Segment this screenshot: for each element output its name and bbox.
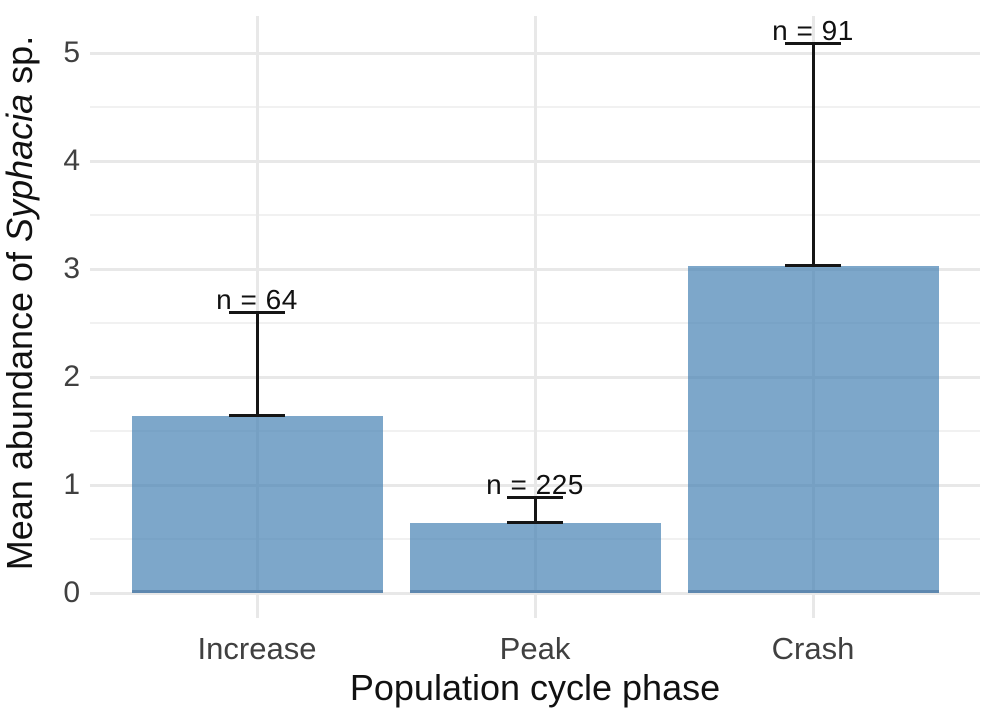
error-bar-cap-top <box>229 311 285 315</box>
y-tick-label: 5 <box>63 36 80 69</box>
bar-increase <box>131 415 383 593</box>
error-bar-stem <box>533 496 537 523</box>
error-bar-cap-bottom <box>507 520 563 524</box>
error-bar-stem <box>255 312 259 416</box>
error-bar-cap-bottom <box>785 263 841 267</box>
y-tick-label: 3 <box>63 252 80 285</box>
gridline-vertical <box>256 16 259 593</box>
gridline-major <box>90 592 980 595</box>
x-tick-label-crash: Crash <box>771 631 855 666</box>
y-tick-label: 4 <box>63 144 80 177</box>
x-tick-label-increase: Increase <box>197 631 317 666</box>
error-bar-cap-top <box>785 42 841 46</box>
error-bar-cap-top <box>507 495 563 499</box>
sample-size-label: n = 91 <box>772 15 854 47</box>
sample-size-label: n = 64 <box>216 284 298 316</box>
sample-size-label: n = 225 <box>486 468 584 500</box>
bar-crash <box>687 265 939 593</box>
x-tick-mark <box>811 594 815 618</box>
bar-peak <box>409 522 661 593</box>
gridline-vertical <box>534 16 537 593</box>
x-axis-title: Population cycle phase <box>349 667 721 708</box>
y-tick-label: 1 <box>63 468 80 501</box>
x-tick-label-peak: Peak <box>499 631 571 666</box>
y-tick-label: 0 <box>63 576 80 609</box>
y-tick-label: 2 <box>63 360 80 393</box>
x-tick-mark <box>255 594 259 618</box>
error-bar-cap-bottom <box>229 413 285 417</box>
error-bar-stem <box>811 43 815 266</box>
x-tick-mark <box>533 594 537 618</box>
